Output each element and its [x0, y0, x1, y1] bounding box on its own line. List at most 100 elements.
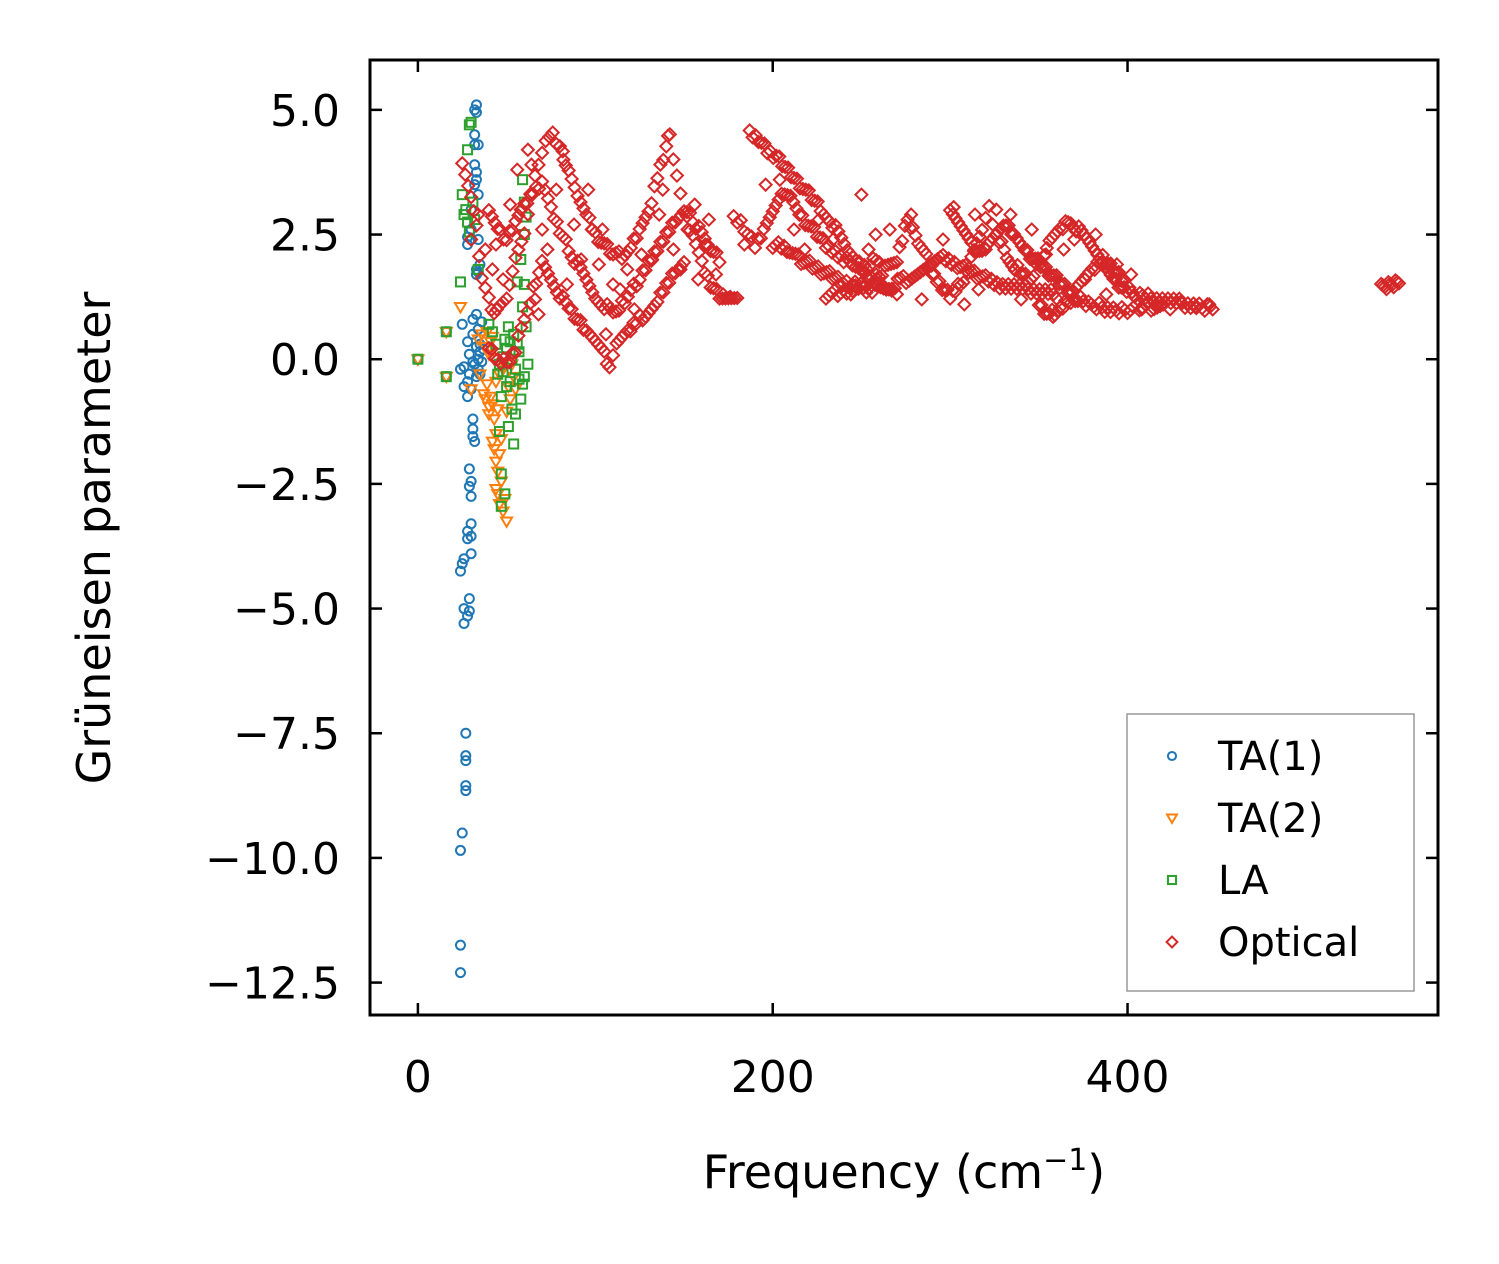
data-point	[465, 475, 477, 487]
data-point	[649, 294, 665, 310]
data-point	[1050, 223, 1065, 239]
data-point	[495, 506, 511, 519]
data-point	[486, 326, 498, 338]
data-point	[470, 174, 482, 186]
data-point	[712, 254, 727, 270]
data-point	[1033, 259, 1049, 275]
x-tick-label: 0	[404, 1052, 432, 1103]
data-point	[1026, 268, 1041, 284]
data-point	[971, 243, 987, 259]
data-point	[669, 168, 685, 183]
data-point	[1038, 247, 1054, 262]
data-point	[545, 125, 561, 140]
data-point	[1051, 276, 1067, 292]
data-point	[509, 162, 525, 178]
data-point	[502, 197, 518, 213]
data-point	[481, 202, 497, 218]
data-point	[827, 217, 843, 233]
data-point	[694, 224, 710, 240]
data-point	[1068, 224, 1084, 239]
data-point	[467, 423, 479, 435]
data-point	[540, 266, 556, 281]
data-point	[626, 231, 642, 246]
data-point	[515, 393, 527, 405]
data-point	[733, 212, 749, 228]
data-point	[465, 530, 477, 542]
data-point	[488, 456, 504, 469]
data-point	[1032, 281, 1047, 297]
data-point	[665, 152, 681, 167]
data-point	[934, 282, 950, 298]
data-point	[1043, 282, 1059, 297]
series-optical	[454, 123, 1407, 375]
plot-frame	[368, 58, 1440, 1017]
data-point	[454, 155, 470, 171]
data-point	[924, 267, 940, 282]
data-point	[758, 177, 774, 193]
data-point	[465, 490, 477, 502]
y-tick-label: −2.5	[233, 460, 340, 511]
data-point	[1108, 264, 1124, 280]
data-point	[1109, 257, 1125, 272]
data-point	[485, 331, 500, 345]
data-point	[513, 202, 529, 218]
data-point	[658, 275, 674, 291]
data-point	[1066, 292, 1081, 308]
data-point	[492, 298, 507, 314]
data-point	[576, 266, 591, 281]
data-point	[515, 253, 527, 265]
data-point	[460, 178, 476, 194]
data-point	[481, 340, 497, 356]
data-point	[1187, 299, 1203, 315]
data-point	[559, 276, 575, 292]
data-point	[505, 345, 520, 361]
data-point	[988, 202, 1004, 218]
data-point	[729, 290, 745, 306]
data-point	[883, 256, 899, 272]
data-point	[1040, 286, 1056, 302]
data-point	[750, 231, 766, 246]
data-point	[476, 316, 488, 328]
data-point	[796, 255, 812, 271]
data-point	[1037, 281, 1053, 297]
data-point	[788, 246, 803, 262]
data-point	[1043, 268, 1059, 284]
data-point	[786, 170, 802, 186]
data-point	[463, 189, 479, 205]
data-point	[541, 129, 557, 145]
data-point	[463, 384, 479, 397]
data-point	[596, 344, 612, 359]
data-point	[518, 371, 530, 383]
data-point	[754, 135, 769, 151]
data-point	[492, 449, 507, 462]
data-point	[1100, 256, 1116, 272]
data-point	[1035, 259, 1051, 275]
data-point	[1201, 296, 1217, 312]
data-point	[797, 242, 813, 257]
data-point	[612, 281, 628, 297]
data-point	[584, 284, 600, 300]
data-point	[918, 246, 934, 262]
data-point	[833, 285, 849, 301]
data-point	[570, 312, 585, 327]
data-point	[1056, 242, 1072, 257]
data-point	[811, 212, 827, 227]
data-point	[476, 356, 488, 368]
data-point	[673, 262, 688, 277]
legend-label: TA(1)	[1217, 734, 1323, 780]
data-point	[649, 170, 665, 186]
data-point	[1166, 291, 1182, 307]
data-point	[576, 322, 591, 338]
data-point	[490, 466, 505, 479]
data-point	[490, 404, 505, 417]
data-point	[694, 253, 710, 269]
data-point	[701, 212, 717, 227]
data-point	[470, 166, 482, 178]
data-point	[1046, 286, 1062, 302]
data-point	[564, 249, 580, 265]
data-point	[509, 408, 521, 420]
data-point	[456, 318, 468, 330]
data-point	[726, 290, 742, 306]
data-point	[1025, 251, 1041, 267]
